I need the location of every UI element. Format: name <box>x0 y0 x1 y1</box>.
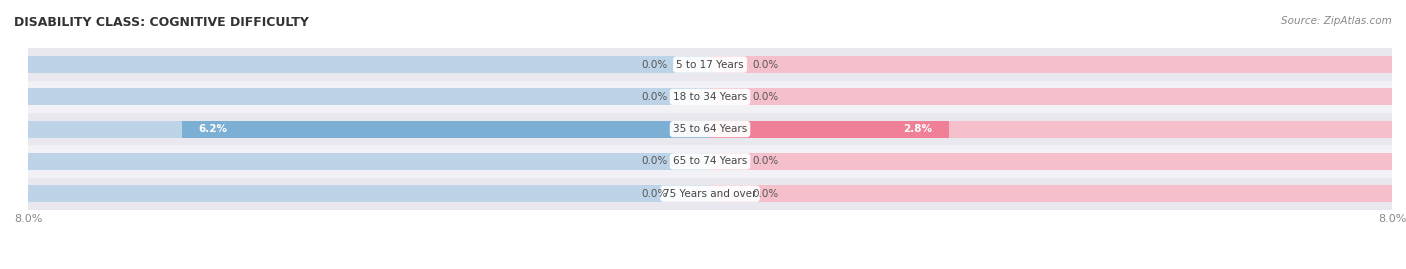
Bar <box>28 178 1392 210</box>
Text: 35 to 64 Years: 35 to 64 Years <box>673 124 747 134</box>
Text: 18 to 34 Years: 18 to 34 Years <box>673 92 747 102</box>
Text: 0.0%: 0.0% <box>752 92 779 102</box>
Bar <box>710 185 1392 202</box>
Bar <box>28 81 1392 113</box>
Bar <box>28 89 710 105</box>
Bar <box>28 121 710 137</box>
Bar <box>710 121 1392 137</box>
Bar <box>181 121 710 137</box>
Bar <box>710 89 1392 105</box>
Text: 75 Years and over: 75 Years and over <box>664 189 756 199</box>
Text: DISABILITY CLASS: COGNITIVE DIFFICULTY: DISABILITY CLASS: COGNITIVE DIFFICULTY <box>14 16 309 29</box>
Bar <box>710 121 949 137</box>
Bar <box>28 145 1392 178</box>
Bar <box>710 56 1392 73</box>
Bar <box>28 153 710 170</box>
Text: 2.8%: 2.8% <box>903 124 932 134</box>
Text: 0.0%: 0.0% <box>641 156 668 167</box>
Text: 5 to 17 Years: 5 to 17 Years <box>676 59 744 70</box>
Text: 65 to 74 Years: 65 to 74 Years <box>673 156 747 167</box>
Bar <box>28 113 1392 145</box>
Text: 0.0%: 0.0% <box>752 156 779 167</box>
Text: 0.0%: 0.0% <box>752 189 779 199</box>
Text: 0.0%: 0.0% <box>641 59 668 70</box>
Bar <box>28 48 1392 81</box>
Text: 0.0%: 0.0% <box>641 92 668 102</box>
Bar <box>710 153 1392 170</box>
Text: 0.0%: 0.0% <box>641 189 668 199</box>
Text: Source: ZipAtlas.com: Source: ZipAtlas.com <box>1281 16 1392 26</box>
Bar <box>28 185 710 202</box>
Text: 6.2%: 6.2% <box>198 124 228 134</box>
Bar <box>28 56 710 73</box>
Text: 0.0%: 0.0% <box>752 59 779 70</box>
